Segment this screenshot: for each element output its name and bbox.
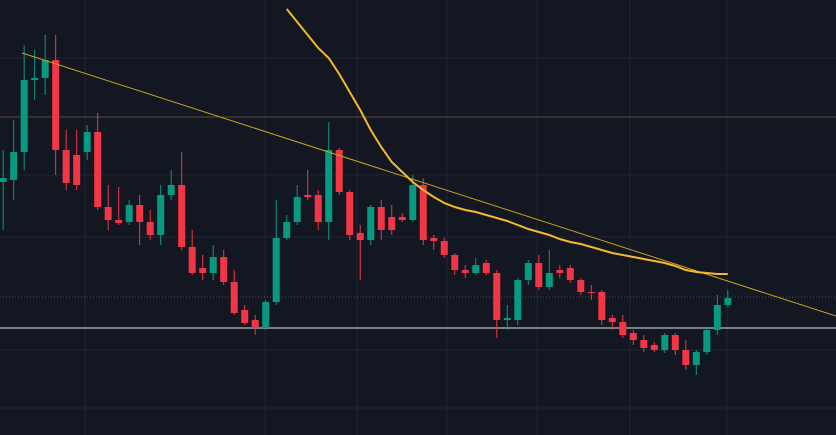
candle-body [293, 197, 301, 222]
candle-body [20, 80, 28, 152]
moving-average-line [285, 8, 728, 275]
candle-body [451, 255, 459, 270]
candle-body [482, 263, 490, 273]
candle-body [304, 195, 312, 197]
candle-body [503, 318, 511, 320]
candle-body [314, 195, 322, 222]
candle-body [41, 60, 49, 78]
candle-body [209, 257, 217, 273]
candle-body [335, 150, 343, 192]
candle-body [283, 222, 291, 238]
candle-body [136, 205, 144, 222]
candle-body [724, 298, 732, 305]
candle-body [52, 60, 60, 150]
candle-body [682, 350, 690, 365]
candle-body [356, 233, 364, 240]
candle-body [556, 270, 564, 273]
candle-body [619, 322, 627, 335]
candle-body [461, 270, 469, 273]
candle-body [10, 152, 18, 180]
candle-body [713, 305, 721, 330]
candle-body [409, 185, 417, 220]
candle-body [472, 265, 480, 273]
candle-body [640, 340, 648, 348]
candle-body [241, 310, 249, 323]
candle-body [598, 292, 606, 320]
candle-body [587, 292, 595, 293]
candle-body [0, 178, 7, 182]
candle-body [62, 150, 70, 183]
candle-body [230, 282, 238, 313]
candle-body [199, 268, 207, 273]
candle-body [419, 185, 427, 240]
candle-body [251, 320, 259, 328]
candle-body [608, 318, 616, 322]
candle-body [671, 335, 679, 350]
candle-body [178, 185, 186, 247]
candle-body [272, 238, 280, 302]
candle-body [493, 273, 501, 320]
candle-body [83, 132, 91, 152]
candle-body [146, 222, 154, 235]
candle-body [31, 78, 39, 80]
candle-body [577, 280, 585, 292]
candle-body [125, 205, 133, 222]
candle-body [629, 333, 637, 340]
candle-body [104, 207, 112, 220]
candle-body [157, 195, 165, 235]
candle-body [115, 220, 123, 223]
candle-body [650, 345, 658, 350]
candle-body [703, 330, 711, 352]
candle-body [566, 268, 574, 280]
candle-body [94, 132, 102, 207]
candle-body [661, 335, 669, 350]
candle-body [377, 207, 385, 230]
candle-body [325, 150, 333, 222]
candle-body [545, 273, 553, 287]
candle-body [524, 263, 532, 280]
candle-body [346, 192, 354, 235]
candle-body [388, 217, 396, 230]
candle-body [398, 217, 406, 220]
candle-body [220, 257, 228, 282]
candle-body [367, 207, 375, 240]
candle-body [188, 247, 196, 273]
candle-body [262, 302, 270, 328]
candle-body [73, 155, 81, 185]
candle-body [430, 238, 438, 241]
candle-body [514, 280, 522, 320]
candle-body [692, 352, 700, 365]
candle-body [535, 263, 543, 287]
candle-body [167, 185, 175, 195]
candle-body [440, 241, 448, 255]
